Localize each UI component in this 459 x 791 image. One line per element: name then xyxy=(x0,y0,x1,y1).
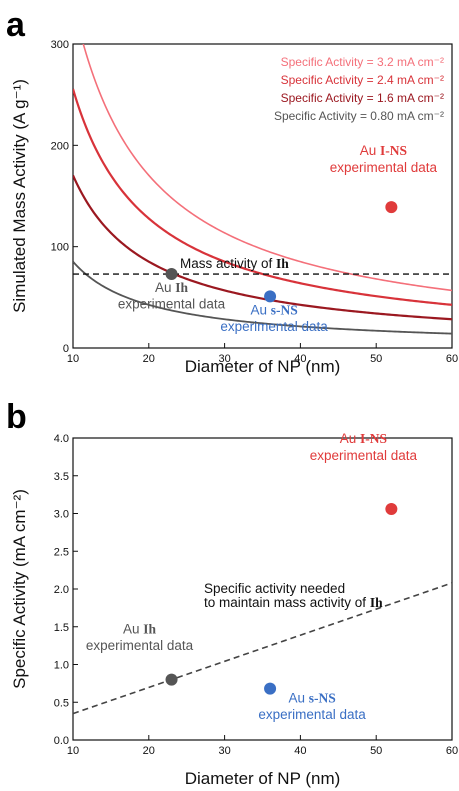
a-point-label: experimental data xyxy=(118,297,226,312)
a-reference-label-part: Mass activity of xyxy=(180,256,276,271)
b-y-tick-label: 2.0 xyxy=(54,584,69,596)
a-point-label-part: Au xyxy=(155,280,175,295)
panel-label-b: b xyxy=(6,398,27,436)
b-trend-label: Specific activity needed xyxy=(204,581,345,596)
b-point-label-part: Au xyxy=(288,691,308,706)
a-legend-entry: Specific Activity = 2.4 mA cm⁻² xyxy=(281,73,444,87)
b-trend-label-part: to maintain mass activity of xyxy=(204,595,370,610)
panel-a: a 10 20 30 40 50 60 0 100 200 300 Mass activity of … xyxy=(6,6,458,376)
b-point-label-part: s-NS xyxy=(309,691,336,706)
a-series-line-1 xyxy=(73,88,452,306)
a-data-point xyxy=(165,268,178,281)
b-x-tick-label: 50 xyxy=(370,745,382,757)
b-point-label-part: Ih xyxy=(143,622,156,637)
b-point-label: Au I-NS xyxy=(340,431,387,446)
b-point-label-part: Au xyxy=(340,431,360,446)
b-point-label-part: experimental data xyxy=(258,707,366,722)
a-y-tick-label: 100 xyxy=(51,242,69,254)
b-y-tick-label: 2.5 xyxy=(54,546,69,558)
a-point-label: Au I-NS xyxy=(360,143,407,158)
a-x-tick-label: 50 xyxy=(370,353,382,365)
b-trend-label: to maintain mass activity of Ih xyxy=(204,595,383,610)
a-point-label-part: experimental data xyxy=(330,160,438,175)
a-point-label-part: Au xyxy=(360,143,380,158)
b-point-label-part: experimental data xyxy=(86,638,194,653)
b-y-tick-label: 0.5 xyxy=(54,697,69,709)
a-series-line-0 xyxy=(82,44,452,292)
b-point-label: Au s-NS xyxy=(288,691,335,706)
b-point-label: experimental data xyxy=(310,448,418,463)
panel-b: b 10 20 30 40 50 60 0.0 0.5 1.0 1.5 2.0 2.5 3.0 3.5 4.0… xyxy=(6,398,458,788)
a-data-point xyxy=(264,290,277,303)
b-trend-label-part: Specific activity needed xyxy=(204,581,345,596)
b-y-tick-label: 1.0 xyxy=(54,660,69,672)
a-y-axis-title: Simulated Mass Activity (A g⁻¹) xyxy=(10,79,29,313)
b-data-point xyxy=(165,673,178,686)
a-point-label-part: experimental data xyxy=(220,319,328,334)
b-data-point xyxy=(264,682,277,695)
a-point-label-part: Ih xyxy=(175,280,188,295)
a-reference-label: Mass activity of Ih xyxy=(180,256,289,271)
b-y-tick-label: 4.0 xyxy=(54,433,69,445)
b-point-label: experimental data xyxy=(258,707,366,722)
a-point-label: Au Ih xyxy=(155,280,189,295)
b-y-axis-title: Specific Activity (mA cm⁻²) xyxy=(10,489,29,689)
b-point-label: Au Ih xyxy=(123,622,157,637)
a-point-label-part: Au xyxy=(250,302,270,317)
b-data-point xyxy=(385,502,398,515)
b-y-tick-label: 1.5 xyxy=(54,622,69,634)
a-x-axis-title: Diameter of NP (nm) xyxy=(185,357,341,376)
a-y-tick-label: 200 xyxy=(51,140,69,152)
a-point-label-part: s-NS xyxy=(271,302,298,317)
a-reference-label-part: Ih xyxy=(276,256,289,271)
a-series-line-3 xyxy=(73,261,452,335)
a-point-label: Au s-NS xyxy=(250,302,297,317)
b-x-tick-label: 40 xyxy=(294,745,306,757)
b-point-label-part: I-NS xyxy=(360,431,387,446)
b-trend-label-part: Ih xyxy=(370,595,383,610)
a-point-label-part: experimental data xyxy=(118,297,226,312)
b-y-tick-label: 3.5 xyxy=(54,471,69,483)
a-x-tick-label: 20 xyxy=(143,353,155,365)
b-trend-line xyxy=(72,582,453,715)
b-y-tick-label: 0.0 xyxy=(54,735,69,747)
b-point-label-part: experimental data xyxy=(310,448,418,463)
a-x-tick-label: 40 xyxy=(294,353,306,365)
a-point-label: experimental data xyxy=(220,319,328,334)
panel-label-a: a xyxy=(6,6,26,44)
a-data-point xyxy=(385,201,398,214)
b-x-tick-label: 60 xyxy=(446,745,458,757)
b-point-label-part: Au xyxy=(123,622,143,637)
a-legend-entry: Specific Activity = 1.6 mA cm⁻² xyxy=(281,91,444,105)
a-x-tick-label: 10 xyxy=(67,353,79,365)
b-x-axis-title: Diameter of NP (nm) xyxy=(185,769,341,788)
b-x-tick-label: 30 xyxy=(218,745,230,757)
b-x-tick-label: 20 xyxy=(143,745,155,757)
b-point-label: experimental data xyxy=(86,638,194,653)
a-y-tick-label: 300 xyxy=(51,39,69,51)
a-legend-entry: Specific Activity = 0.80 mA cm⁻² xyxy=(274,109,444,123)
a-point-label-part: I-NS xyxy=(380,143,407,158)
b-x-tick-label: 10 xyxy=(67,745,79,757)
a-point-label: experimental data xyxy=(330,160,438,175)
b-y-tick-label: 3.0 xyxy=(54,509,69,521)
a-series-line-2 xyxy=(73,174,452,321)
a-x-tick-label: 30 xyxy=(218,353,230,365)
a-x-tick-label: 60 xyxy=(446,353,458,365)
a-legend-entry: Specific Activity = 3.2 mA cm⁻² xyxy=(281,55,444,69)
a-plot-frame xyxy=(72,43,453,349)
a-y-tick-label: 0 xyxy=(63,343,69,355)
